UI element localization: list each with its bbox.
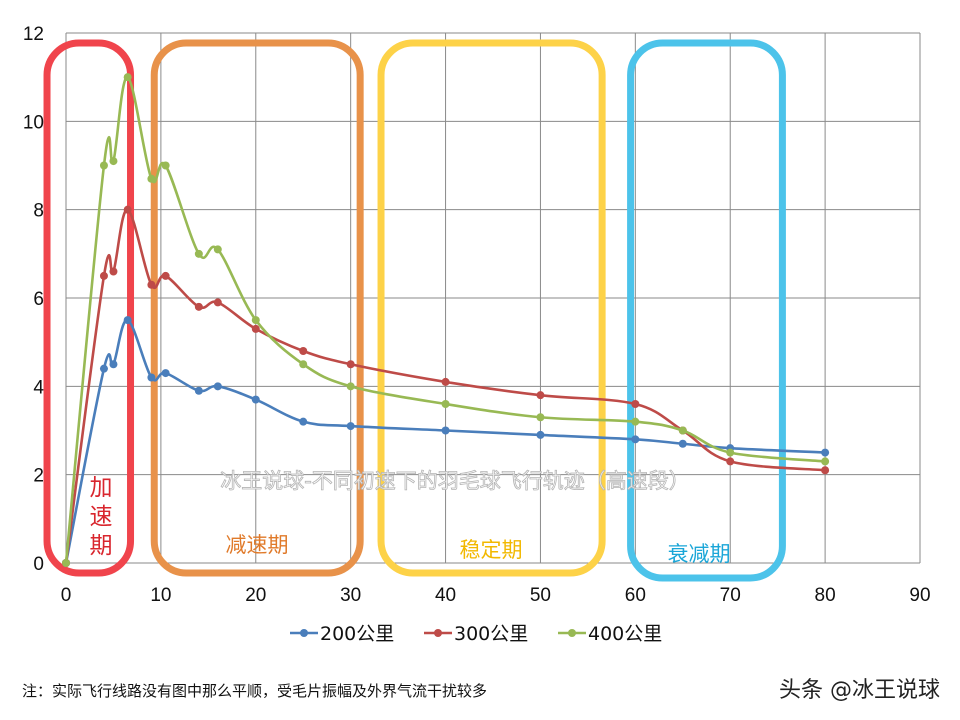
data-point — [251, 324, 260, 333]
data-point — [251, 316, 260, 325]
data-point — [161, 161, 170, 170]
data-point — [251, 395, 260, 404]
data-point — [109, 157, 118, 166]
x-tick-label: 10 — [150, 585, 171, 606]
data-point — [109, 360, 118, 369]
phase-box — [627, 39, 786, 582]
y-tick-label: 4 — [33, 377, 44, 398]
brand-watermark: 头条 @冰王说球 — [779, 678, 940, 703]
x-tick-label: 80 — [815, 585, 836, 606]
data-point — [441, 377, 450, 386]
y-tick-label: 12 — [23, 24, 44, 45]
x-tick-label: 90 — [909, 585, 930, 606]
legend-marker — [568, 629, 576, 637]
data-point — [123, 316, 132, 325]
legend-label: 200公里 — [320, 623, 394, 645]
data-point — [147, 373, 156, 382]
data-point — [99, 271, 108, 280]
data-point — [536, 391, 545, 400]
x-tick-label: 60 — [625, 585, 646, 606]
y-tick-label: 0 — [33, 554, 44, 575]
phase-box — [150, 39, 364, 577]
data-point — [99, 364, 108, 373]
data-point — [536, 430, 545, 439]
chart-title: 冰王说球-不同初速下的羽毛球飞行轨迹（高速段） — [220, 469, 690, 493]
data-point — [678, 439, 687, 448]
data-point — [821, 457, 830, 466]
data-point — [631, 435, 640, 444]
data-point — [194, 302, 203, 311]
data-point — [726, 457, 735, 466]
y-tick-label: 10 — [23, 112, 44, 133]
data-point — [213, 245, 222, 254]
y-tick-label: 2 — [33, 466, 44, 487]
legend-label: 300公里 — [454, 623, 528, 645]
x-tick-label: 50 — [530, 585, 551, 606]
data-point — [441, 426, 450, 435]
x-tick-label: 30 — [340, 585, 361, 606]
data-point — [346, 382, 355, 391]
data-point — [536, 413, 545, 422]
data-point — [821, 466, 830, 475]
legend-label: 400公里 — [588, 623, 662, 645]
x-tick-label: 20 — [245, 585, 266, 606]
data-point — [194, 249, 203, 258]
phase-label: 衰减期 — [668, 542, 731, 566]
data-point — [678, 426, 687, 435]
data-point — [194, 386, 203, 395]
data-point — [147, 280, 156, 289]
data-point — [123, 73, 132, 82]
data-point — [147, 174, 156, 183]
data-point — [213, 298, 222, 307]
y-tick-label: 8 — [33, 201, 44, 222]
data-point — [441, 400, 450, 408]
phase-box — [377, 39, 606, 577]
footnote: 注：实际飞行线路没有图中那么平顺，受毛片振幅及外界气流干扰较多 — [22, 682, 488, 700]
data-point — [123, 205, 132, 214]
y-tick-label: 6 — [33, 289, 44, 310]
data-point — [213, 382, 222, 391]
data-point — [99, 161, 108, 170]
x-tick-label: 70 — [720, 585, 741, 606]
phase-label: 稳定期 — [460, 538, 523, 562]
phase-label-acceleration: 加速期 — [89, 475, 113, 559]
phase-label: 减速期 — [226, 533, 289, 557]
data-point — [109, 267, 118, 276]
data-point — [161, 369, 170, 378]
data-point — [299, 417, 308, 426]
data-point — [299, 360, 308, 369]
data-point — [821, 448, 830, 457]
phase-box — [43, 39, 135, 577]
data-point — [726, 448, 735, 457]
data-point — [299, 347, 308, 355]
legend-marker — [434, 629, 442, 637]
data-point — [346, 360, 355, 369]
data-point — [346, 422, 355, 431]
data-point — [161, 271, 170, 280]
x-tick-label: 0 — [61, 585, 72, 606]
data-point — [62, 559, 70, 567]
x-tick-label: 40 — [435, 585, 456, 606]
data-point — [631, 417, 640, 426]
data-point — [631, 400, 640, 408]
legend-marker — [300, 629, 308, 637]
